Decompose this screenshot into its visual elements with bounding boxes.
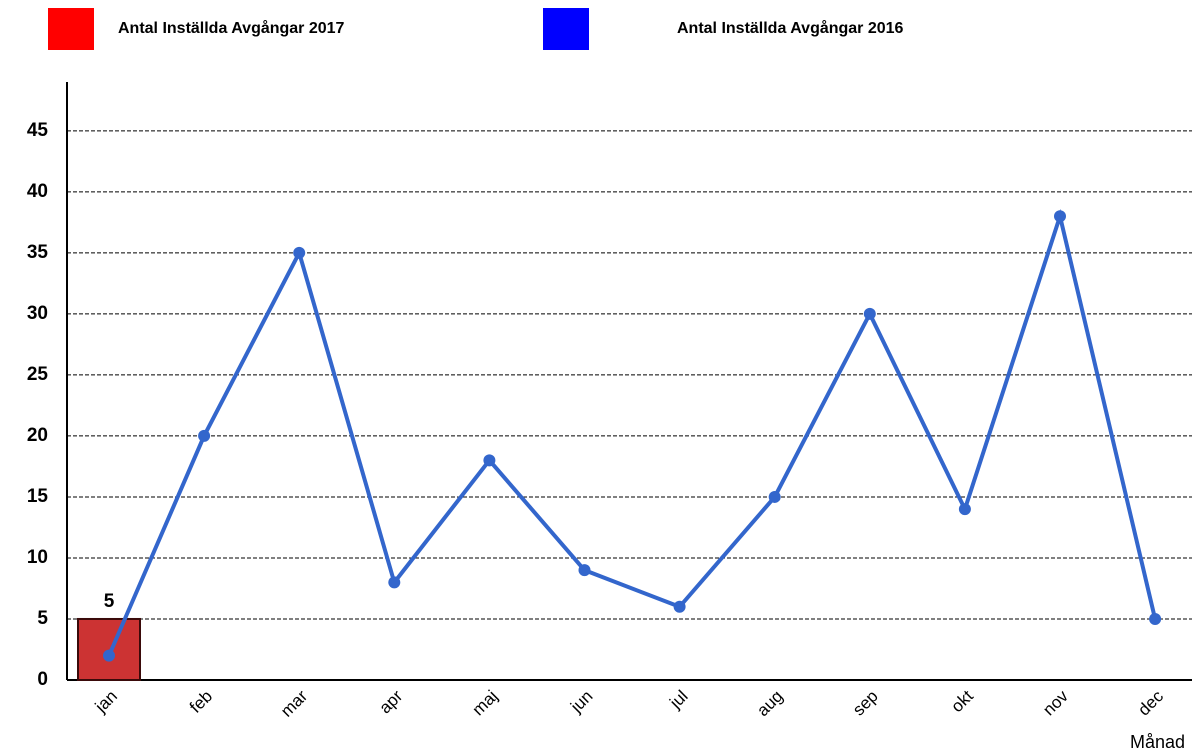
x-tick-label: jan — [91, 687, 121, 717]
y-tick-label: 30 — [27, 303, 48, 324]
x-tick-label: jul — [665, 687, 691, 713]
point — [673, 600, 686, 613]
bar — [77, 617, 141, 682]
x-tick-label: okt — [947, 686, 977, 716]
data-label: 5 — [104, 591, 115, 612]
x-tick-label: apr — [375, 686, 406, 717]
x-tick-label: jun — [566, 687, 596, 717]
x-tick-label: sep — [849, 687, 882, 720]
point — [863, 307, 876, 320]
point — [578, 564, 591, 577]
point — [1054, 210, 1066, 223]
point — [103, 649, 115, 662]
y-tick-label: 10 — [27, 547, 48, 568]
legend-label: Antal Inställda Avgångar 2016 — [677, 19, 904, 37]
y-tick-label: 20 — [27, 425, 48, 446]
x-tick-label: dec — [1134, 686, 1167, 719]
x-axis-label: Månad — [1130, 732, 1185, 752]
y-tick-label: 0 — [37, 669, 48, 690]
point — [768, 490, 781, 503]
x-tick-label: nov — [1039, 686, 1072, 719]
legend-swatch — [48, 8, 94, 50]
x-tick-label: maj — [469, 687, 502, 720]
y-tick-label: 45 — [27, 120, 49, 141]
x-tick-label: mar — [277, 686, 311, 720]
point — [293, 246, 306, 259]
point — [958, 503, 971, 516]
point — [483, 454, 496, 467]
y-tick-label: 35 — [27, 242, 49, 263]
x-tick-label: feb — [186, 687, 216, 717]
legend-swatch — [543, 8, 589, 50]
point — [388, 576, 401, 589]
line — [107, 208, 1158, 657]
y-tick-label: 5 — [37, 608, 48, 629]
x-tick-label: aug — [753, 687, 786, 720]
y-tick-label: 15 — [27, 486, 49, 507]
legend-label: Antal Inställda Avgångar 2017 — [118, 19, 345, 37]
y-tick-label: 25 — [27, 364, 49, 385]
point — [1149, 612, 1162, 625]
point — [198, 429, 211, 442]
y-tick-label: 40 — [27, 181, 48, 202]
